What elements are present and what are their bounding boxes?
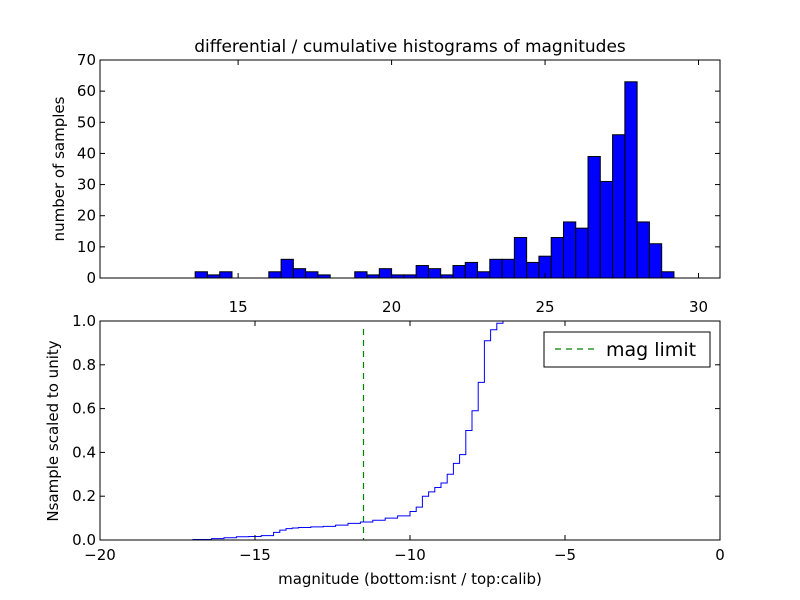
cumulative-axes-frame [99,320,721,541]
histogram-bar [575,227,589,279]
histogram-bar [489,258,503,279]
histogram-x-tick-label: 30 [689,298,708,316]
histogram-y-axis-label: number of samples [50,96,68,241]
cumulative-x-ticks: −20 −15 −10 −5 0 [84,321,725,564]
cumulative-x-tick-label: −15 [239,546,271,564]
cumulative-step-line [100,320,719,541]
histogram-bar [477,271,491,279]
cumulative-y-tick-label: 0.0 [72,531,96,549]
histogram-bar [280,258,294,279]
histogram-bar [194,271,208,279]
histogram-bar [648,243,663,279]
histogram-bar [636,221,650,279]
histogram-axes-frame [99,59,721,279]
histogram-bar [219,271,233,279]
cumulative-x-tick-label: −5 [554,546,576,564]
cumulative-y-axis-label: Nsample scaled to unity [44,340,62,521]
cumulative-x-tick-label: 0 [715,546,725,564]
legend-label: mag limit [606,339,696,361]
histogram-panel: differential / cumulative histograms of … [50,37,721,316]
histogram-y-tick-label: 10 [77,238,96,256]
histogram-bar [661,271,675,279]
histogram-x-tick-label: 15 [229,298,248,316]
histogram-bar [268,271,282,279]
histogram-bar [354,271,368,279]
histogram-bar [599,180,614,279]
histogram-bar [427,268,442,279]
histogram-bar [550,237,564,279]
histogram-y-tick-label: 40 [77,144,96,162]
cumulative-y-tick-label: 0.6 [72,400,96,418]
histogram-bar [292,268,307,279]
cumulative-y-tick-label: 0.2 [72,487,96,505]
histogram-y-tick-label: 30 [77,176,96,194]
histogram-bar [415,265,429,279]
histogram-bar [464,261,479,279]
histogram-y-tick-label: 50 [77,113,96,131]
histogram-title: differential / cumulative histograms of … [194,37,626,57]
histogram-bar [452,265,466,279]
histogram-bar [501,258,515,279]
cumulative-x-axis-label: magnitude (bottom:isnt / top:calib) [278,570,542,588]
histogram-bar [305,271,319,279]
histogram-bar [378,268,393,279]
cumulative-x-tick-label: −10 [394,546,426,564]
cumulative-panel: 0.0 0.2 0.4 0.6 0.8 1.0 −20 −15 −10 −5 0 Nsample … [44,312,725,588]
cumulative-y-tick-label: 1.0 [72,312,96,330]
histogram-bar [562,221,577,279]
cumulative-y-tick-label: 0.4 [72,443,96,461]
histogram-y-tick-label: 0 [86,269,96,287]
histogram-x-tick-label: 20 [382,298,401,316]
histogram-x-ticks: 15 20 25 30 [229,60,708,316]
histogram-bar [624,81,638,279]
histogram-bar [513,237,528,279]
cumulative-x-tick-label: −20 [84,546,116,564]
histogram-y-tick-label: 70 [77,51,96,69]
legend: mag limit [543,331,711,368]
histogram-bar [612,134,626,279]
histogram-bar [526,261,540,279]
histogram-y-ticks: 0 10 20 30 40 50 60 70 [77,51,720,287]
histogram-x-tick-label: 25 [536,298,555,316]
histogram-y-tick-label: 20 [77,207,96,225]
histogram-y-tick-label: 60 [77,82,96,100]
histogram-bar [587,156,601,279]
cumulative-y-ticks: 0.0 0.2 0.4 0.6 0.8 1.0 [72,312,720,549]
cumulative-y-tick-label: 0.8 [72,356,96,374]
